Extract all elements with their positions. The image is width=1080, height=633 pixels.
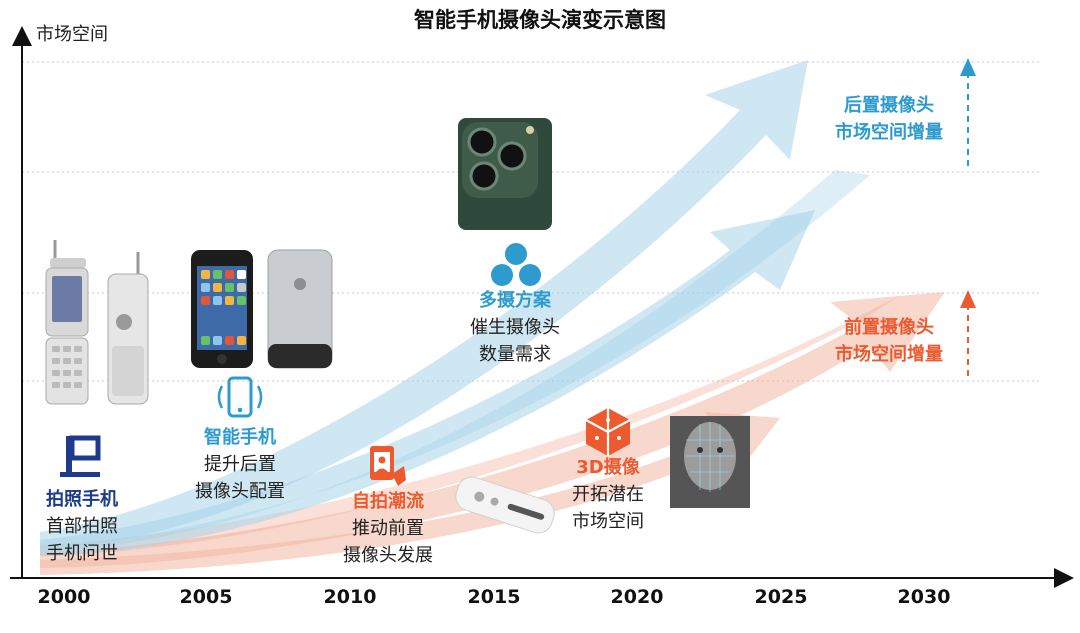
flag-icon (60, 435, 101, 477)
milestone-heading: 3D摄像 (576, 457, 640, 478)
increment-line: 市场空间增量 (835, 344, 943, 365)
increment-line: 市场空间增量 (835, 122, 943, 143)
milestone-line: 摄像头配置 (195, 481, 285, 502)
milestone-heading: 多摄方案 (479, 290, 551, 311)
3d-module-image (455, 476, 555, 534)
x-tick-2020: 2020 (610, 586, 664, 608)
milestone-photo-phone: 拍照手机 首部拍照 手机问世 (26, 486, 138, 567)
milestone-line: 催生摄像头 (470, 317, 560, 338)
chart-title: 智能手机摄像头演变示意图 (414, 8, 666, 32)
face-scan-image (670, 416, 750, 508)
increment-line: 后置摄像头 (844, 95, 934, 116)
milestone-3d-camera: 3D摄像 开拓潜在 市场空间 (550, 454, 666, 535)
flip-phone-image (45, 240, 149, 405)
x-tick-2015: 2015 (467, 586, 521, 608)
milestone-smartphone: 智能手机 提升后置 摄像头配置 (178, 424, 302, 505)
rear-increment-label: 后置摄像头 市场空间增量 (816, 92, 962, 146)
x-tick-2025: 2025 (754, 586, 808, 608)
milestone-line: 首部拍照 (46, 516, 118, 537)
milestone-heading: 自拍潮流 (352, 491, 424, 512)
3d-cube-icon (585, 408, 631, 456)
front-camera-bands (40, 292, 945, 575)
milestone-heading: 智能手机 (204, 427, 276, 448)
smartphone-icon (217, 376, 263, 418)
milestone-heading: 拍照手机 (46, 489, 118, 510)
multi-camera-icon (491, 243, 541, 286)
milestone-line: 提升后置 (204, 454, 276, 475)
x-tick-2005: 2005 (179, 586, 233, 608)
x-tick-2000: 2000 (37, 586, 91, 608)
multi-camera-phone-image (458, 118, 552, 230)
front-increment-label: 前置摄像头 市场空间增量 (816, 314, 962, 368)
selfie-icon (370, 446, 406, 486)
milestone-multi-camera: 多摄方案 催生摄像头 数量需求 (450, 287, 580, 368)
milestone-line: 数量需求 (479, 344, 551, 365)
milestone-line: 推动前置 (352, 518, 424, 539)
early-iphone-image (191, 249, 333, 369)
milestone-line: 市场空间 (572, 511, 644, 532)
increment-line: 前置摄像头 (844, 317, 934, 338)
x-tick-2010: 2010 (323, 586, 377, 608)
x-tick-2030: 2030 (897, 586, 951, 608)
milestone-line: 开拓潜在 (572, 484, 644, 505)
milestone-line: 摄像头发展 (343, 545, 433, 566)
y-axis-label: 市场空间 (36, 24, 108, 45)
milestone-selfie: 自拍潮流 推动前置 摄像头发展 (326, 488, 450, 569)
milestone-line: 手机问世 (46, 543, 118, 564)
rear-camera-bands (40, 60, 870, 556)
